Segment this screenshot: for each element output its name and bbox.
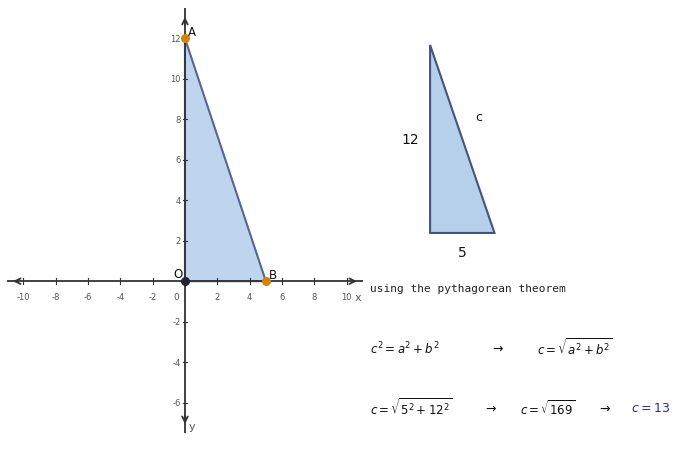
Text: $c^2=a^2+b^2$: $c^2=a^2+b^2$ [370, 340, 439, 356]
Text: -10: -10 [17, 293, 30, 302]
Text: -2: -2 [172, 318, 181, 327]
Text: -8: -8 [52, 293, 60, 302]
Text: 10: 10 [341, 293, 352, 302]
Text: 4: 4 [176, 196, 181, 205]
Text: using the pythagorean theorem: using the pythagorean theorem [370, 283, 565, 293]
Text: -6: -6 [84, 293, 92, 302]
Text: -6: -6 [172, 398, 181, 407]
Text: 2: 2 [215, 293, 220, 302]
Text: 4: 4 [247, 293, 252, 302]
Text: 5: 5 [458, 245, 467, 259]
Text: 8: 8 [312, 293, 317, 302]
Polygon shape [430, 46, 494, 234]
Text: $\rightarrow$: $\rightarrow$ [597, 401, 611, 414]
Text: 12: 12 [402, 133, 419, 147]
Text: c: c [475, 110, 482, 124]
Text: -2: -2 [149, 293, 157, 302]
Text: $c=\sqrt{5^2+12^2}$: $c=\sqrt{5^2+12^2}$ [370, 397, 452, 418]
Text: 2: 2 [176, 237, 181, 246]
Text: -4: -4 [172, 358, 181, 367]
Text: x: x [355, 293, 362, 303]
Polygon shape [185, 39, 266, 281]
Text: 10: 10 [170, 75, 181, 84]
Text: 0: 0 [173, 293, 179, 302]
Text: 6: 6 [279, 293, 285, 302]
Text: A: A [188, 26, 196, 39]
Text: $c=\sqrt{169}$: $c=\sqrt{169}$ [521, 398, 576, 417]
Text: -4: -4 [116, 293, 124, 302]
Text: 8: 8 [176, 115, 181, 124]
Text: $\rightarrow$: $\rightarrow$ [483, 401, 498, 414]
Text: $c=\sqrt{a^2+b^2}$: $c=\sqrt{a^2+b^2}$ [537, 337, 613, 359]
Text: y: y [189, 421, 195, 431]
Text: B: B [269, 268, 277, 281]
Text: $\rightarrow$: $\rightarrow$ [490, 341, 504, 354]
Text: 6: 6 [176, 156, 181, 165]
Text: $c=13$: $c=13$ [631, 401, 670, 414]
Text: O: O [174, 267, 183, 281]
Text: 12: 12 [170, 35, 181, 44]
